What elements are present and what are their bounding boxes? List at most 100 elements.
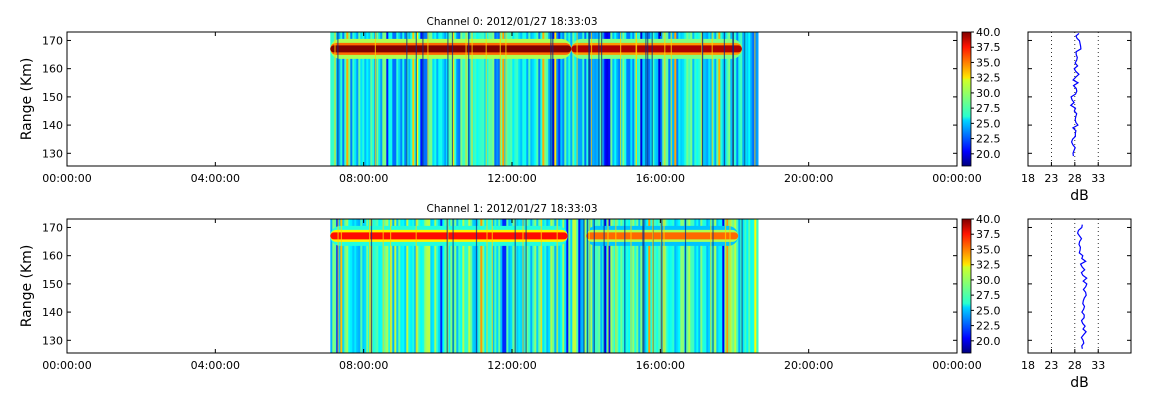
profile-x-tick-label: 18 <box>1021 172 1035 185</box>
heatmap-column <box>594 219 597 353</box>
heatmap-column <box>698 32 701 166</box>
profile-x-tick-label: 33 <box>1091 359 1105 372</box>
heatmap-column <box>424 219 427 353</box>
y-tick-label: 170 <box>42 34 63 47</box>
heatmap-column <box>442 32 445 166</box>
profile-x-tick-label: 23 <box>1044 359 1058 372</box>
heatmap-column <box>660 32 663 166</box>
heatmap-column <box>714 219 717 353</box>
heatmap-column <box>560 32 563 166</box>
heatmap-column <box>736 219 739 353</box>
heatmap-column <box>492 219 495 353</box>
heatmap-column <box>576 219 579 353</box>
heatmap-column <box>406 219 409 353</box>
heatmap-column <box>470 32 473 166</box>
heatmap-column <box>482 219 485 353</box>
heatmap-column <box>498 219 501 353</box>
heatmap-column <box>330 32 333 166</box>
heatmap-column <box>730 32 733 166</box>
x-tick-label: 12:00:00 <box>487 172 536 185</box>
heatmap-column <box>394 219 397 353</box>
heatmap-column <box>544 219 547 353</box>
heatmap-streak <box>624 219 626 353</box>
y-tick-label: 150 <box>42 278 63 291</box>
heatmap-streak <box>415 32 417 166</box>
heatmap-column <box>692 32 695 166</box>
colorbar: 40.0 37.5 35.0 32.5 30.0 27.5 25.0 22.5 20.0 <box>961 213 1001 354</box>
colorbar-tick-label: 35.0 <box>976 243 1001 256</box>
heatmap-column <box>688 32 691 166</box>
heatmap-streak <box>491 219 493 353</box>
heatmap-column <box>582 32 585 166</box>
y-tick-label: 140 <box>42 306 63 319</box>
heatmap-column <box>656 32 659 166</box>
heatmap-streak <box>684 219 687 353</box>
y-tick-label: 130 <box>42 334 63 347</box>
heatmap-column <box>718 219 721 353</box>
colorbar-tick-label: 40.0 <box>976 26 1001 39</box>
heatmap-column <box>724 32 727 166</box>
heatmap-column <box>704 219 707 353</box>
profile-frame <box>1027 218 1132 354</box>
heatmap-column <box>338 219 341 353</box>
heatmap-column <box>444 219 447 353</box>
heatmap-column <box>536 219 539 353</box>
heatmap-column <box>488 32 491 166</box>
profile-x-tick-label: 28 <box>1068 172 1082 185</box>
heatmap-column <box>462 219 465 353</box>
heatmap-column <box>434 219 437 353</box>
x-tick-label: 00:00:00 <box>932 359 981 372</box>
heatmap-column <box>380 32 383 166</box>
heatmap-column <box>596 219 599 353</box>
heatmap-column <box>564 32 567 166</box>
y-tick-label: 160 <box>42 250 63 263</box>
heatmap-streak <box>635 32 638 166</box>
heatmap-column <box>658 32 661 166</box>
x-tick-label: 16:00:00 <box>636 359 685 372</box>
heatmap-streak <box>451 32 454 166</box>
heatmap-column <box>472 219 475 353</box>
heatmap-column <box>450 219 453 353</box>
heatmap-column <box>378 219 381 353</box>
heatmap-column <box>460 32 463 166</box>
colorbar-tick-label: 30.0 <box>976 274 1001 287</box>
heatmap-column <box>432 219 435 353</box>
heatmap-column <box>558 32 561 166</box>
heatmap-column <box>620 219 623 353</box>
heatmap-streak <box>583 219 585 353</box>
heatmap-column <box>754 219 757 353</box>
heatmap-column <box>360 219 363 353</box>
heatmap-column <box>530 32 533 166</box>
heatmap-column <box>352 32 355 166</box>
heatmap-column <box>634 32 637 166</box>
heatmap-column <box>722 32 725 166</box>
heatmap-column <box>542 219 545 353</box>
heatmap-column <box>412 32 415 166</box>
heatmap-column <box>524 32 527 166</box>
heatmap-column <box>354 32 357 166</box>
heatmap-column <box>704 32 707 166</box>
heatmap-column <box>726 32 729 166</box>
heatmap-column <box>688 219 691 353</box>
heatmap-column <box>646 219 649 353</box>
heatmap-column <box>626 219 629 353</box>
heatmap-column <box>696 219 699 353</box>
heatmap-streak <box>550 32 552 166</box>
colorbar-gradient <box>961 31 972 167</box>
heatmap-column <box>712 32 715 166</box>
heatmap-column <box>554 219 557 353</box>
heatmap-column <box>430 32 433 166</box>
heatmap-column <box>502 32 505 166</box>
heatmap-column <box>726 219 729 353</box>
heatmap-column <box>568 32 571 166</box>
heatmap-column <box>632 219 635 353</box>
heatmap-column <box>752 219 755 353</box>
heatmap-column <box>484 32 487 166</box>
heatmap-column <box>382 32 385 166</box>
heatmap-column <box>572 219 575 353</box>
heatmap-column <box>386 219 389 353</box>
heatmap-streak <box>468 32 470 166</box>
heatmap-column <box>554 32 557 166</box>
heatmap-streak <box>427 32 429 166</box>
heatmap-column <box>544 32 547 166</box>
